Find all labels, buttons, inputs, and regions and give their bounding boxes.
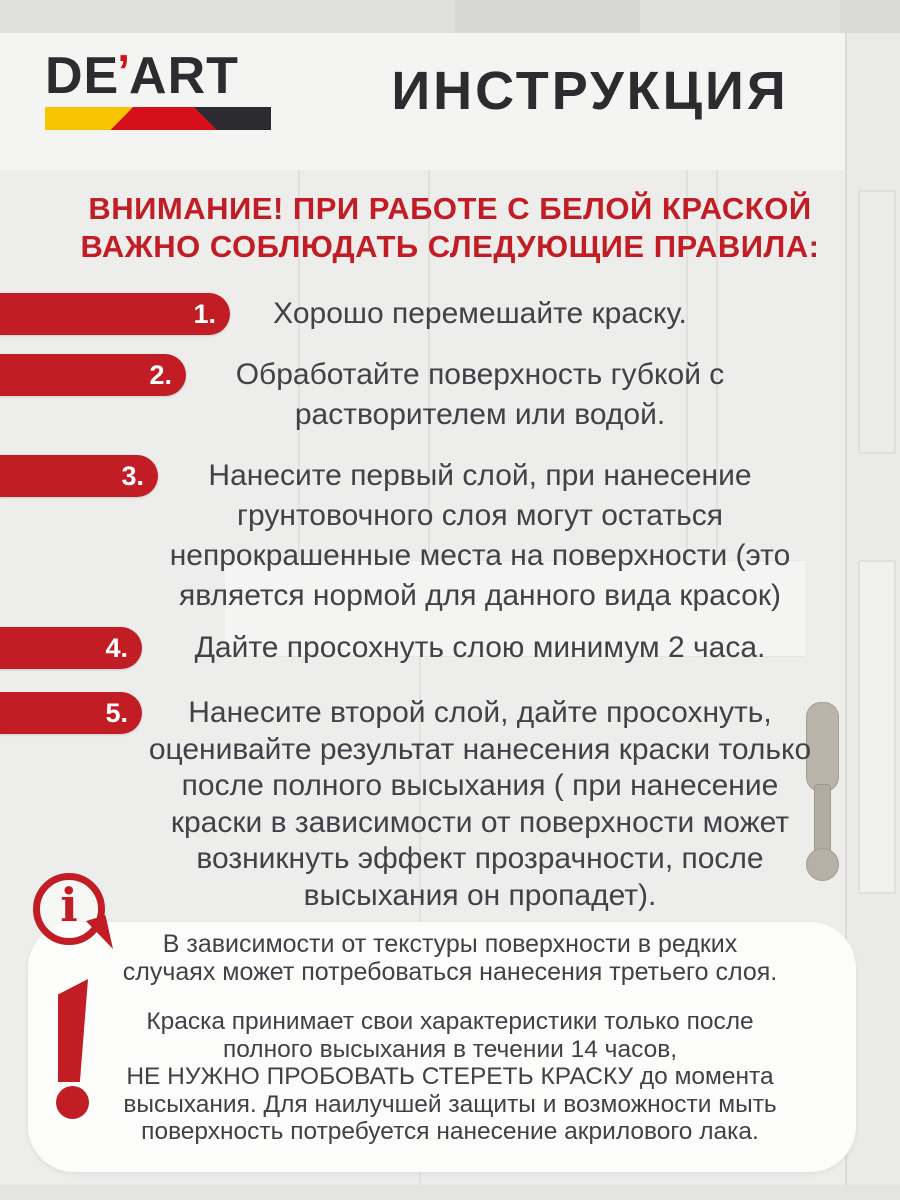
floor-shadow (0, 1185, 900, 1200)
info-icon: i (60, 878, 78, 932)
step-number: 5. (105, 697, 128, 728)
warning-heading: ВНИМАНИЕ! ПРИ РАБОТЕ С БЕЛОЙ КРАСКОЙ ВАЖ… (80, 191, 820, 264)
step-number-ribbon: 4. (0, 627, 142, 669)
step-text: Хорошо перемешайте краску. (273, 297, 687, 330)
step-number: 1. (193, 298, 216, 329)
exclamation-icon-dot (56, 1086, 89, 1119)
door-handle (806, 848, 839, 881)
step-text: Нанесите первый слой, при нанесение грун… (169, 459, 791, 612)
door-edge-line (845, 33, 847, 1200)
door-pane-line (298, 170, 300, 590)
page-title: ИНСТРУКЦИЯ (391, 61, 789, 121)
step-number-ribbon: 1. (0, 293, 230, 335)
step-number-ribbon: 3. (0, 455, 158, 497)
step-number: 3. (121, 460, 144, 491)
door-pane-line (428, 170, 430, 590)
header-band (0, 33, 900, 170)
door-pane-line (716, 170, 718, 590)
step-number: 4. (105, 632, 128, 663)
step-number-ribbon: 5. (0, 692, 142, 734)
brand-part-art: ART (129, 47, 239, 105)
note-third-coat: В зависимости от текстуры поверхности в … (122, 930, 778, 986)
door-frame-shadow (455, 0, 640, 33)
brand-bar-yellow-segment (45, 107, 134, 130)
step-number: 2. (149, 359, 172, 390)
notes-panel (28, 922, 856, 1172)
brand-color-bar (45, 107, 271, 130)
note-drying-time: Краска принимает свои характеристики тол… (123, 1008, 777, 1145)
step-number-ribbon: 2. (0, 354, 186, 396)
step-text: Нанесите второй слой, дайте просохнуть, … (148, 696, 812, 912)
step-text: Обработайте поверхность губкой с раствор… (235, 358, 725, 431)
door-top-frame (0, 0, 900, 33)
door-handle (806, 702, 839, 792)
door-panel-molding (858, 560, 896, 894)
info-bubble-icon (33, 873, 105, 945)
brand-part-de: DE (45, 47, 120, 105)
step-text: Дайте просохнуть слою минимум 2 часа. (194, 631, 766, 664)
brand-bar-red-segment (108, 107, 217, 130)
door-pane-line (686, 170, 688, 590)
door-cross-beam (225, 560, 805, 657)
door-frame-shadow (840, 0, 900, 33)
door-panel-molding (858, 190, 896, 454)
brand-logo: DE’ART (45, 48, 275, 130)
brand-apostrophe: ’ (117, 45, 132, 97)
brand-wordmark: DE’ART (45, 48, 275, 102)
